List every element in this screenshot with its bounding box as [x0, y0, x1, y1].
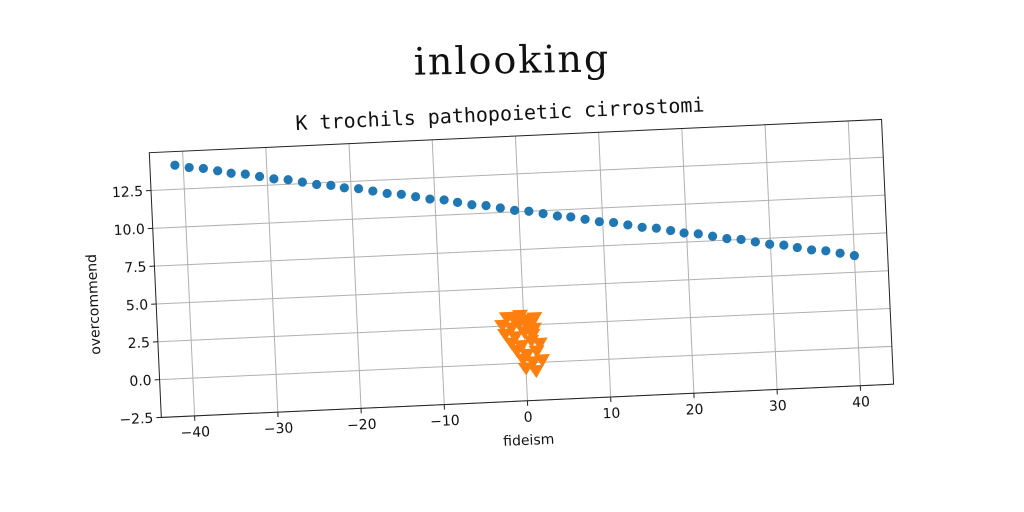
- x-tick-label: 10: [602, 406, 621, 423]
- data-point-series-1: [524, 206, 534, 216]
- x-grid-line: [431, 139, 445, 405]
- data-point-series-1: [765, 239, 775, 249]
- data-point-series-1: [538, 209, 548, 219]
- data-point-series-1: [339, 183, 349, 193]
- x-tick-label: 0: [523, 410, 533, 426]
- data-point-series-1: [552, 211, 563, 221]
- data-point-series-1: [368, 186, 378, 196]
- x-tick-label: −40: [180, 424, 210, 441]
- grid-lines: [150, 120, 894, 418]
- data-point-series-1: [396, 189, 406, 199]
- data-point-series-1: [679, 228, 689, 238]
- data-point-series-1: [467, 200, 477, 210]
- data-point-series-1: [722, 234, 732, 244]
- data-point-series-2: [508, 344, 525, 358]
- data-point-series-1: [594, 217, 604, 227]
- data-point-series-1: [481, 201, 491, 211]
- y-grid-line: [156, 270, 889, 305]
- data-point-series-1: [283, 175, 293, 185]
- data-point-series-1: [608, 217, 619, 228]
- data-point-series-1: [326, 180, 336, 190]
- data-point-series-1: [707, 231, 718, 241]
- y-axis: −2.5 0.0 2.5 5.0 7.5 10.0 12.5: [112, 184, 162, 429]
- data-point-series-1: [452, 197, 463, 207]
- x-grid-line: [598, 132, 612, 398]
- data-point-series-2: [534, 354, 551, 368]
- x-grid-line: [681, 128, 695, 394]
- x-tick-label: −30: [263, 420, 293, 437]
- data-point-series-1: [240, 169, 250, 179]
- data-point-series-1: [297, 177, 307, 187]
- y-tick-label: 0.0: [129, 373, 152, 390]
- data-point-series-1: [255, 171, 265, 182]
- data-point-series-1: [835, 248, 845, 258]
- data-point-series-1: [312, 179, 322, 190]
- x-tick-label: 40: [852, 394, 871, 411]
- data-point-series-1: [269, 174, 279, 184]
- chart-title: K trochils pathopoietic cirrostomi: [295, 92, 705, 135]
- data-point-series-1: [184, 162, 194, 173]
- data-point-series-1: [651, 223, 661, 233]
- data-point-series-1: [439, 195, 449, 205]
- y-tick-label: 7.5: [124, 260, 147, 277]
- data-point-series-1: [849, 250, 859, 261]
- x-tick-label: −20: [347, 417, 377, 434]
- y-grid-line: [150, 156, 884, 192]
- data-point-series-1: [806, 245, 817, 255]
- data-point-series-1: [580, 214, 590, 224]
- data-point-series-1: [425, 194, 435, 204]
- x-axis-label: fideism: [503, 432, 555, 450]
- x-axis: −40 −30 −20 −10 0 10 20 30 40: [180, 385, 871, 442]
- x-grid-line: [764, 124, 778, 390]
- data-point-series-1: [382, 188, 392, 199]
- data-point-series-1: [566, 212, 576, 222]
- data-point-series-2: [511, 309, 528, 323]
- data-point-series-1: [623, 220, 633, 230]
- data-point-series-1: [510, 205, 520, 215]
- data-point-series-1: [750, 237, 760, 247]
- data-point-series-1: [213, 166, 223, 176]
- data-points: [170, 160, 859, 379]
- data-point-series-2: [526, 311, 543, 326]
- x-tick-label: 20: [685, 402, 704, 419]
- data-point-series-2: [528, 345, 545, 359]
- data-point-series-1: [495, 203, 505, 213]
- x-grid-line: [265, 147, 279, 413]
- y-tick-label: 2.5: [127, 335, 150, 352]
- data-point-series-2: [527, 364, 544, 379]
- y-tick-label: 5.0: [126, 297, 149, 314]
- data-point-series-1: [170, 160, 180, 170]
- data-point-series-1: [779, 240, 789, 250]
- x-tick-label: 30: [769, 398, 788, 415]
- y-tick-label: −2.5: [119, 411, 154, 429]
- data-point-series-1: [821, 246, 831, 256]
- data-point-series-1: [198, 163, 208, 174]
- x-grid-line: [182, 151, 196, 416]
- y-tick-label: 10.0: [113, 222, 145, 239]
- x-grid-line: [348, 143, 362, 409]
- data-point-series-1: [226, 168, 236, 178]
- data-point-series-1: [693, 229, 703, 239]
- data-point-series-1: [666, 225, 676, 236]
- y-tick-label: 12.5: [112, 184, 144, 201]
- data-point-series-1: [353, 184, 364, 194]
- x-tick-label: −10: [430, 413, 460, 430]
- data-point-series-1: [736, 234, 746, 245]
- data-point-series-1: [792, 242, 802, 253]
- data-point-series-1: [411, 192, 421, 202]
- y-axis-label: overcommend: [84, 254, 105, 355]
- data-point-series-1: [637, 222, 647, 232]
- data-point-series-2: [531, 337, 548, 351]
- y-grid-line: [154, 232, 887, 267]
